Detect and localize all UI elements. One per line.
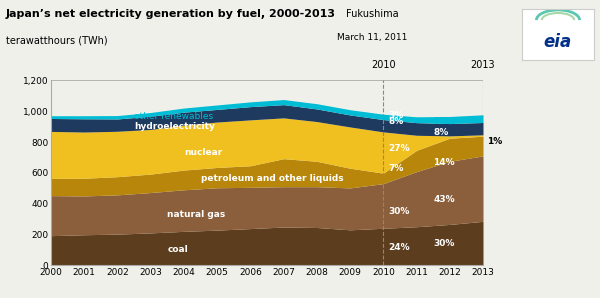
Text: 30%: 30% xyxy=(433,239,455,248)
Text: natural gas: natural gas xyxy=(167,210,226,219)
Text: March 11, 2011: March 11, 2011 xyxy=(337,33,407,42)
Text: 2013: 2013 xyxy=(470,60,496,70)
Text: Fukushima: Fukushima xyxy=(346,9,398,19)
Text: Japan’s net electricity generation by fuel, 2000-2013: Japan’s net electricity generation by fu… xyxy=(6,9,336,19)
Text: 24%: 24% xyxy=(388,243,410,252)
Text: terawatthours (TWh): terawatthours (TWh) xyxy=(6,36,107,46)
Text: coal: coal xyxy=(167,245,188,254)
Text: 3%: 3% xyxy=(388,111,404,119)
Text: eia: eia xyxy=(544,33,572,51)
Text: 27%: 27% xyxy=(388,145,410,153)
Text: 43%: 43% xyxy=(433,195,455,204)
Text: 5%: 5% xyxy=(433,117,448,126)
Text: petroleum and other liquids: petroleum and other liquids xyxy=(200,174,343,183)
Text: 30%: 30% xyxy=(388,207,410,215)
Text: other renewables: other renewables xyxy=(134,112,213,121)
Text: 8%: 8% xyxy=(433,128,448,136)
Text: 2010: 2010 xyxy=(371,60,395,70)
Text: 1%: 1% xyxy=(487,137,502,146)
Text: nuclear: nuclear xyxy=(184,148,222,157)
Text: 7%: 7% xyxy=(388,164,404,173)
Text: 8%: 8% xyxy=(388,117,404,126)
Text: 14%: 14% xyxy=(433,158,455,167)
Text: hydroelectricity: hydroelectricity xyxy=(134,122,215,131)
